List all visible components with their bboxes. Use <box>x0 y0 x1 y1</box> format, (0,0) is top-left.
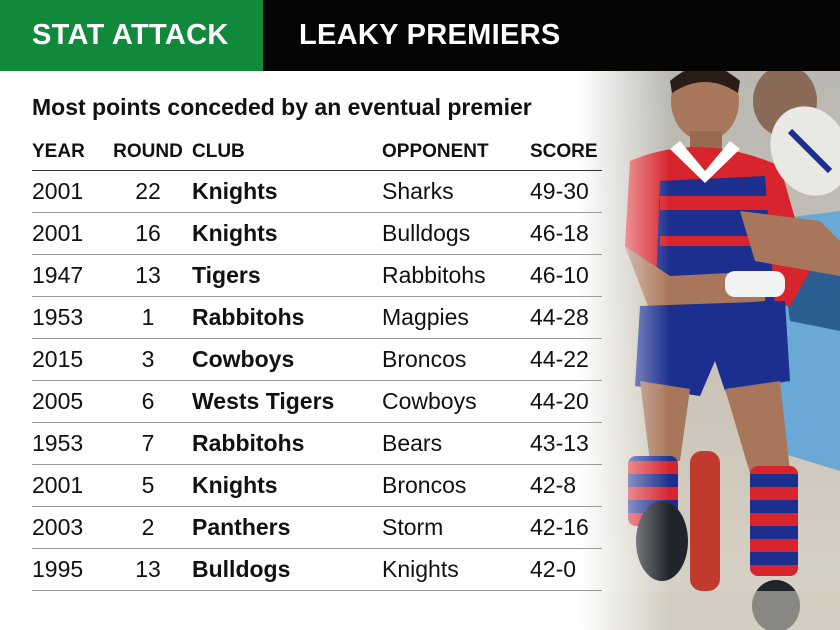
table-row: 1995 13 Bulldogs Knights 42-0 <box>32 548 602 591</box>
column-header-year: YEAR <box>32 134 104 171</box>
cell-opponent: Sharks <box>382 170 530 213</box>
cell-opponent: Knights <box>382 548 530 591</box>
cell-score: 42-0 <box>530 548 602 591</box>
cell-opponent: Storm <box>382 506 530 549</box>
cell-year: 2015 <box>32 338 104 381</box>
cell-opponent: Bears <box>382 422 530 465</box>
cell-score: 43-13 <box>530 422 602 465</box>
cell-opponent: Bulldogs <box>382 212 530 255</box>
cell-round: 22 <box>104 170 192 213</box>
cell-round: 3 <box>104 338 192 381</box>
cell-score: 44-22 <box>530 338 602 381</box>
cell-opponent: Cowboys <box>382 380 530 423</box>
cell-opponent: Magpies <box>382 296 530 339</box>
cell-club: Knights <box>192 212 382 255</box>
graphic-title: LEAKY PREMIERS <box>263 0 840 71</box>
column-header-club: CLUB <box>192 134 382 171</box>
cell-year: 1953 <box>32 296 104 339</box>
cell-round: 7 <box>104 422 192 465</box>
column-header-round: ROUND <box>104 134 192 171</box>
table-row: 2001 5 Knights Broncos 42-8 <box>32 464 602 507</box>
cell-round: 13 <box>104 548 192 591</box>
cell-year: 1995 <box>32 548 104 591</box>
column-header-opponent: OPPONENT <box>382 134 530 171</box>
table-row: 1953 7 Rabbitohs Bears 43-13 <box>32 422 602 465</box>
cell-score: 46-10 <box>530 254 602 297</box>
table-subtitle: Most points conceded by an eventual prem… <box>32 94 532 120</box>
table-row: 2003 2 Panthers Storm 42-16 <box>32 506 602 549</box>
leaky-premiers-table: YEAR ROUND CLUB OPPONENT SCORE 2001 22 K… <box>32 134 602 591</box>
table-row: 2001 22 Knights Sharks 49-30 <box>32 170 602 213</box>
cell-round: 1 <box>104 296 192 339</box>
table-row: 2015 3 Cowboys Broncos 44-22 <box>32 338 602 381</box>
cell-year: 1953 <box>32 422 104 465</box>
cell-club: Tigers <box>192 254 382 297</box>
cell-club: Rabbitohs <box>192 296 382 339</box>
table-row: 1947 13 Tigers Rabbitohs 46-10 <box>32 254 602 297</box>
cell-round: 2 <box>104 506 192 549</box>
cell-club: Wests Tigers <box>192 380 382 423</box>
cell-year: 2005 <box>32 380 104 423</box>
cell-opponent: Broncos <box>382 338 530 381</box>
cell-round: 5 <box>104 464 192 507</box>
cell-year: 2001 <box>32 170 104 213</box>
stat-attack-tag: STAT ATTACK <box>0 0 263 71</box>
cell-round: 6 <box>104 380 192 423</box>
cell-club: Knights <box>192 464 382 507</box>
cell-score: 42-8 <box>530 464 602 507</box>
table-header-row: YEAR ROUND CLUB OPPONENT SCORE <box>32 134 602 171</box>
cell-score: 44-20 <box>530 380 602 423</box>
column-header-score: SCORE <box>530 134 602 171</box>
table-row: 2005 6 Wests Tigers Cowboys 44-20 <box>32 380 602 423</box>
cell-club: Bulldogs <box>192 548 382 591</box>
cell-year: 2001 <box>32 464 104 507</box>
cell-opponent: Rabbitohs <box>382 254 530 297</box>
table-row: 2001 16 Knights Bulldogs 46-18 <box>32 212 602 255</box>
cell-club: Knights <box>192 170 382 213</box>
cell-score: 49-30 <box>530 170 602 213</box>
cell-round: 13 <box>104 254 192 297</box>
cell-score: 46-18 <box>530 212 602 255</box>
cell-year: 2001 <box>32 212 104 255</box>
cell-club: Rabbitohs <box>192 422 382 465</box>
table-row: 1953 1 Rabbitohs Magpies 44-28 <box>32 296 602 339</box>
cell-score: 44-28 <box>530 296 602 339</box>
cell-round: 16 <box>104 212 192 255</box>
rugby-player-photo <box>540 71 840 630</box>
cell-opponent: Broncos <box>382 464 530 507</box>
cell-year: 2003 <box>32 506 104 549</box>
header-banner: STAT ATTACK LEAKY PREMIERS <box>0 0 840 71</box>
cell-club: Panthers <box>192 506 382 549</box>
cell-score: 42-16 <box>530 506 602 549</box>
cell-year: 1947 <box>32 254 104 297</box>
cell-club: Cowboys <box>192 338 382 381</box>
